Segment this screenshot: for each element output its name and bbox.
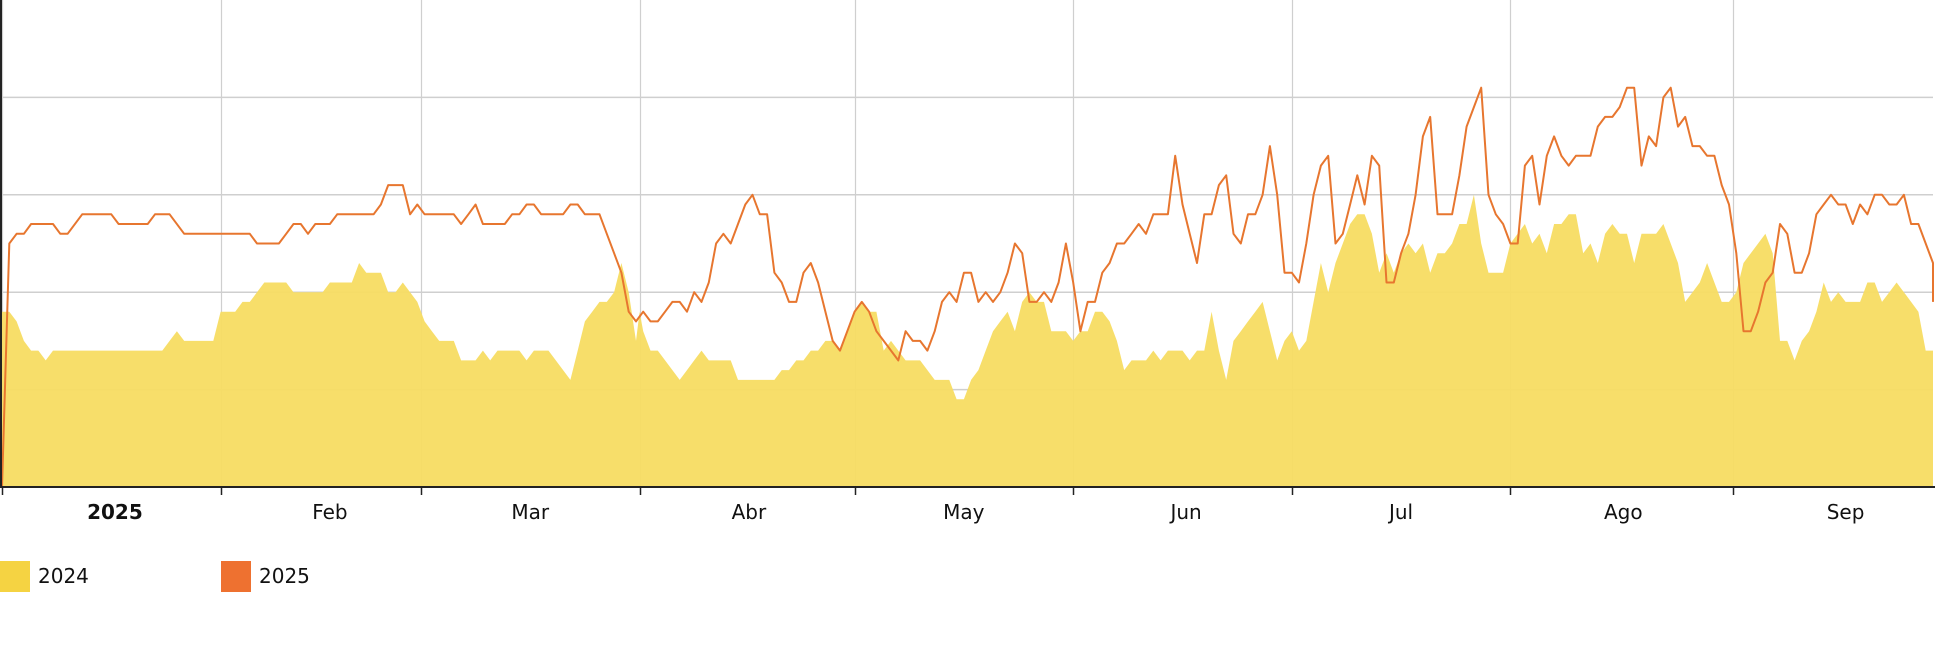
x-tick-label: Jul: [1387, 500, 1413, 524]
x-tick-label: Mar: [511, 500, 550, 524]
x-tick-label: 2025: [87, 500, 143, 524]
x-tick-label: Feb: [312, 500, 347, 524]
legend-swatch-2024: [0, 560, 30, 592]
x-tick-label: Ago: [1604, 500, 1643, 524]
x-tick-label: Jun: [1168, 500, 1201, 524]
legend-swatch-2025: [221, 560, 251, 592]
series-2025-line: [1, 86, 1934, 488]
x-axis: [0, 0, 1935, 495]
series-2024-area: [2, 194, 1933, 488]
line-2025: [1, 86, 1934, 488]
legend-item-2024[interactable]: 2024: [0, 560, 221, 592]
legend-label-2024: 2024: [38, 564, 89, 588]
x-tick-labels: 2025 Feb Mar Abr May Jun Jul Ago Sep: [87, 500, 1864, 524]
x-tick-label: Abr: [732, 500, 767, 524]
x-tick-label: May: [943, 500, 985, 524]
legend-item-2025[interactable]: 2025: [221, 560, 310, 592]
legend-label-2025: 2025: [259, 564, 310, 588]
area-2024: [2, 194, 1933, 488]
legend: 2024 2025: [0, 560, 310, 592]
x-tick-label: Sep: [1827, 500, 1865, 524]
